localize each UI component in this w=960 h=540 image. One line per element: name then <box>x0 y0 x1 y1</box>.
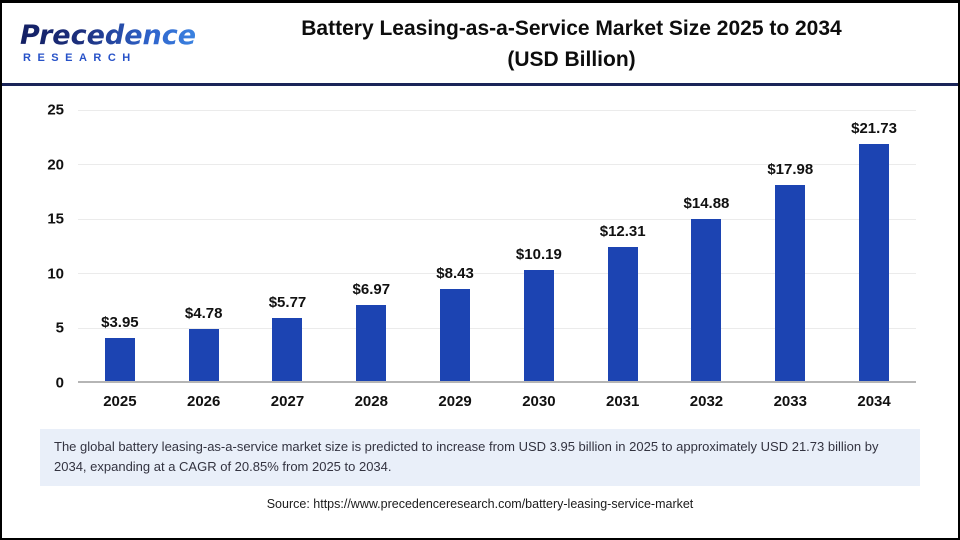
y-tick-label: 15 <box>47 210 64 228</box>
bar-2025 <box>104 337 135 381</box>
plot-area: $3.95 $4.78 $5.77 $6.97 $8.43 $10.19 $12.31 $14… <box>78 109 916 383</box>
summary-box: The global battery leasing-as-a-service … <box>40 429 920 487</box>
bar-chart: 0 5 10 15 20 25 $3.95 $4.78 $5.77 $6.97 $8.43 $10.… <box>2 102 958 410</box>
x-axis-label: 2030 <box>522 393 556 410</box>
bar-2026 <box>188 328 219 381</box>
bar-slot: $5.77 <box>246 110 330 381</box>
precedence-research-logo: Precedence RESEARCH <box>20 20 197 64</box>
bar-value-label: $6.97 <box>352 280 391 298</box>
bar-2027 <box>272 318 303 381</box>
bar-value-label: $12.31 <box>599 222 646 240</box>
bars-container: $3.95 $4.78 $5.77 $6.97 $8.43 $10.19 $12.31 $14… <box>78 110 916 381</box>
bar-2028 <box>356 304 387 381</box>
x-axis-label: 2034 <box>857 393 891 410</box>
bar-value-label: $17.98 <box>767 160 814 178</box>
logo-brand-text: Precedence <box>20 20 197 52</box>
bar-value-label: $5.77 <box>268 294 307 311</box>
bar-slot: $4.78 <box>162 110 246 381</box>
x-axis-label: 2028 <box>354 393 388 410</box>
bar-slot: $6.97 <box>329 110 413 381</box>
page-title-line1: Battery Leasing-as-a-Service Market Size… <box>301 16 842 40</box>
page-title: Battery Leasing-as-a-Service Market Size… <box>195 11 948 76</box>
y-tick-label: 10 <box>47 265 64 283</box>
bar-value-label: $3.95 <box>101 313 139 331</box>
y-tick-label: 0 <box>55 374 64 392</box>
bar-value-label: $10.19 <box>515 245 562 263</box>
gridline <box>78 109 916 111</box>
y-tick-label: 20 <box>47 156 64 174</box>
bar-slot: $14.88 <box>665 110 749 381</box>
bar-slot: $3.95 <box>78 110 162 381</box>
summary-text: The global battery leasing-as-a-service … <box>54 439 879 475</box>
x-axis-label: 2033 <box>773 393 807 410</box>
logo-subtitle-text: RESEARCH <box>23 51 137 64</box>
bar-slot: $8.43 <box>413 110 497 381</box>
bar-value-label: $14.88 <box>683 194 730 212</box>
bar-value-label: $21.73 <box>851 119 898 137</box>
bar-2032 <box>691 218 722 381</box>
bar-slot: $10.19 <box>497 110 581 381</box>
x-axis-label: 2026 <box>187 393 221 410</box>
bar-slot: $21.73 <box>832 110 916 381</box>
x-axis: 2025 2026 2027 2028 2029 2030 2031 2032 2033 2034 <box>78 393 916 410</box>
page-title-line2: (USD Billion) <box>507 48 636 71</box>
bar-slot: $17.98 <box>748 110 832 381</box>
gridline <box>78 273 916 275</box>
bar-2030 <box>523 269 554 381</box>
y-axis: 0 5 10 15 20 25 <box>2 102 78 392</box>
plot-row: 0 5 10 15 20 25 $3.95 $4.78 $5.77 $6.97 $8.43 $10.… <box>2 102 958 392</box>
x-axis-label: 2031 <box>605 393 640 410</box>
gridline <box>78 327 916 329</box>
bar-value-label: $4.78 <box>184 304 223 322</box>
bar-2029 <box>440 288 471 381</box>
header: Precedence RESEARCH Battery Leasing-as-a… <box>2 3 958 86</box>
bar-2034 <box>859 143 890 381</box>
bar-2033 <box>775 184 806 381</box>
x-axis-label: 2032 <box>689 393 724 410</box>
gridline <box>78 164 916 166</box>
source-line: Source: https://www.precedenceresearch.c… <box>2 497 958 511</box>
source-text: Source: https://www.precedenceresearch.c… <box>266 497 694 512</box>
gridline <box>78 218 916 220</box>
bar-2031 <box>607 246 638 381</box>
bar-slot: $12.31 <box>581 110 665 381</box>
y-tick-label: 25 <box>47 101 64 119</box>
x-axis-label: 2025 <box>103 393 137 410</box>
y-tick-label: 5 <box>55 319 64 337</box>
x-axis-label: 2029 <box>438 393 472 410</box>
x-axis-label: 2027 <box>270 393 305 410</box>
bar-value-label: $8.43 <box>436 264 474 282</box>
